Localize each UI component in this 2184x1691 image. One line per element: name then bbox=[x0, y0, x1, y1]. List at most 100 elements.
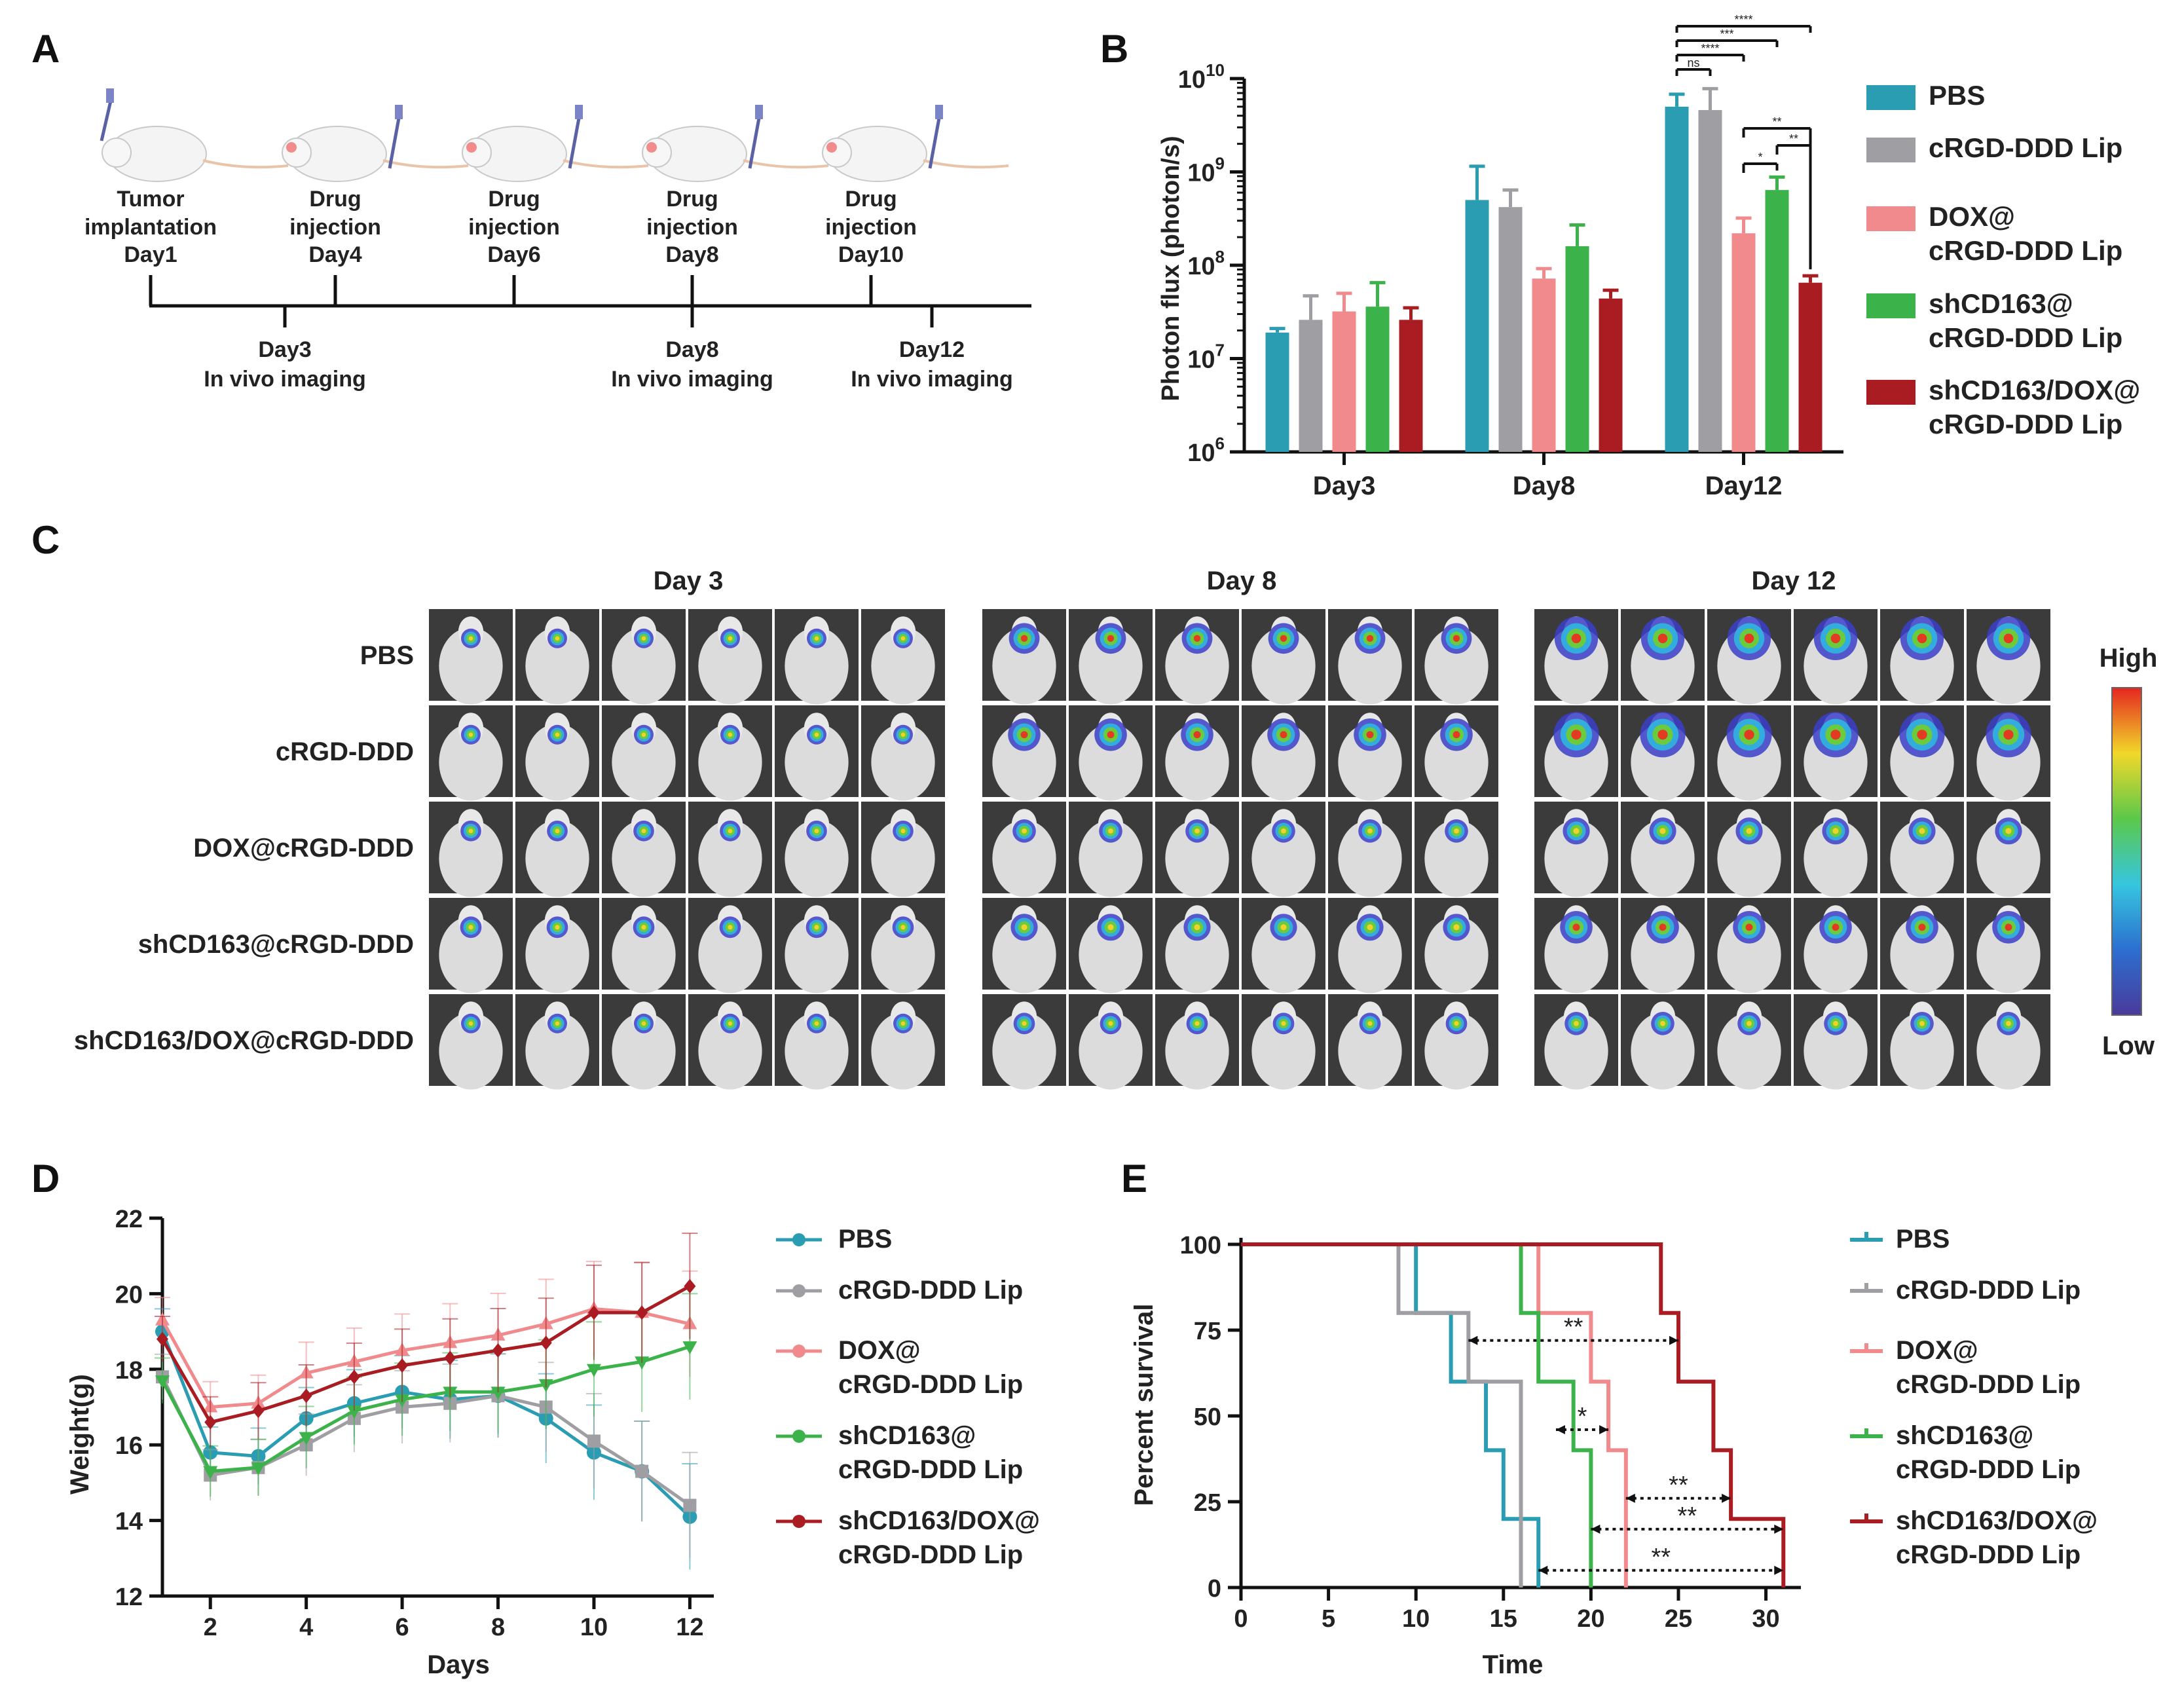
mouse-body bbox=[1544, 820, 1608, 897]
imaging-tile bbox=[429, 705, 513, 801]
x-tick-label: 8 bbox=[491, 1614, 505, 1641]
signal-core bbox=[641, 732, 646, 737]
imaging-tile bbox=[1794, 898, 1878, 994]
signal-core bbox=[1918, 923, 1926, 931]
imaging-tile bbox=[1880, 994, 1964, 1090]
imaging-tile bbox=[515, 994, 599, 1090]
bar bbox=[1465, 200, 1489, 452]
signal-core bbox=[555, 925, 560, 930]
imaging-tile bbox=[1069, 802, 1153, 897]
arrow-head bbox=[1591, 1524, 1601, 1534]
bar bbox=[1365, 307, 1390, 452]
imaging-tile bbox=[429, 994, 513, 1090]
legend-label: shCD163@ bbox=[1929, 288, 2073, 319]
x-axis-label: Days bbox=[427, 1650, 490, 1679]
mouse-body bbox=[439, 1013, 503, 1090]
bar bbox=[1665, 106, 1689, 452]
colorbar-high-label: High bbox=[2100, 644, 2158, 673]
mouse-body bbox=[1165, 820, 1229, 897]
legend: PBS cRGD-DDD Lip DOX@ cRGD-DDD Lip shCD163@ c… bbox=[776, 1225, 1040, 1569]
signal-core bbox=[1020, 635, 1028, 642]
imaging-tile bbox=[1328, 994, 1412, 1090]
x-tick-label: 20 bbox=[1577, 1605, 1604, 1633]
signal-core bbox=[1194, 1021, 1200, 1026]
imaging-tile bbox=[1155, 898, 1239, 994]
data-point bbox=[587, 1305, 600, 1320]
imaging-tile bbox=[1534, 705, 1618, 801]
legend-label: cRGD-DDD Lip bbox=[838, 1370, 1023, 1399]
signal-core bbox=[1107, 731, 1115, 739]
mouse-body bbox=[1424, 724, 1489, 801]
signal-core bbox=[1832, 923, 1840, 931]
imaging-tile bbox=[1242, 705, 1325, 801]
mouse-body bbox=[698, 916, 762, 994]
significance-label: * bbox=[1578, 1403, 1587, 1430]
legend-label: PBS bbox=[1929, 80, 1985, 111]
mouse-body bbox=[992, 724, 1056, 801]
mouse-body bbox=[992, 820, 1056, 897]
arrow-head bbox=[1774, 1565, 1784, 1575]
mouse-body bbox=[785, 724, 849, 801]
signal-core bbox=[1659, 923, 1667, 931]
bar bbox=[1565, 246, 1589, 452]
legend-swatch bbox=[1866, 138, 1916, 162]
y-tick-label: 20 bbox=[115, 1281, 143, 1309]
arrow-head bbox=[1468, 1335, 1478, 1345]
mouse-body bbox=[525, 627, 589, 705]
imaging-label: Day12 bbox=[899, 337, 965, 362]
mouse-body bbox=[1079, 916, 1143, 994]
imaging-tile bbox=[1328, 609, 1412, 705]
imaging-label: Day8 bbox=[665, 337, 718, 362]
x-tick-label: 10 bbox=[1402, 1605, 1430, 1633]
signal-core bbox=[1108, 1021, 1113, 1026]
mouse-body bbox=[871, 1013, 935, 1090]
signal-core bbox=[1744, 633, 1754, 644]
row-label: DOX@cRGD-DDD bbox=[193, 834, 414, 863]
imaging-tile bbox=[1707, 994, 1791, 1090]
imaging-tile bbox=[1155, 705, 1239, 801]
mouse-body bbox=[1717, 820, 1781, 897]
column-header: Day 12 bbox=[1752, 567, 1836, 595]
data-point bbox=[444, 1350, 456, 1366]
mouse-body bbox=[525, 916, 589, 994]
imaging-tile bbox=[1967, 609, 2050, 705]
colorbar-low-label: Low bbox=[2102, 1031, 2155, 1060]
mouse-body bbox=[785, 820, 849, 897]
signal-core bbox=[1833, 1020, 1838, 1026]
mouse-body bbox=[612, 820, 676, 897]
significance-label: ** bbox=[1669, 1472, 1688, 1499]
x-tick-label: 0 bbox=[1234, 1605, 1248, 1633]
event-label: Drug bbox=[488, 187, 540, 212]
x-tick-label: 12 bbox=[676, 1614, 703, 1641]
arrow-head bbox=[1722, 1493, 1731, 1503]
legend-label: cRGD-DDD Lip bbox=[1929, 132, 2122, 163]
legend-marker bbox=[792, 1345, 805, 1358]
event-label: injection bbox=[646, 215, 738, 240]
signal-core bbox=[814, 636, 819, 641]
signal-core bbox=[814, 1021, 819, 1026]
imaging-label: In vivo imaging bbox=[851, 367, 1012, 392]
y-tick-label: 18 bbox=[115, 1357, 143, 1384]
mouse-body bbox=[1717, 1013, 1781, 1090]
x-tick-label: Day3 bbox=[1313, 472, 1376, 500]
signal-core bbox=[1454, 828, 1459, 834]
x-tick-label: 30 bbox=[1752, 1605, 1779, 1633]
y-tick-label: 12 bbox=[115, 1584, 143, 1611]
event-label: injection bbox=[825, 215, 917, 240]
data-point bbox=[492, 1343, 504, 1358]
signal-core bbox=[1281, 1021, 1286, 1026]
x-tick-label: 25 bbox=[1665, 1605, 1692, 1633]
signal-core bbox=[1453, 924, 1460, 931]
signal-core bbox=[1280, 731, 1287, 739]
axes: 106 107 108 109 1010 Day3 Day8 Day12 bbox=[1178, 60, 1843, 500]
imaging-tile bbox=[861, 705, 945, 801]
signal-core bbox=[814, 828, 819, 834]
significance-label: ** bbox=[1772, 115, 1781, 128]
imaging-tile bbox=[861, 994, 945, 1090]
bar bbox=[1765, 190, 1789, 452]
imaging-tile bbox=[1794, 705, 1878, 801]
survival-curve bbox=[1241, 1242, 1523, 1588]
imaging-tile bbox=[515, 705, 599, 801]
significance-label: * bbox=[1758, 151, 1762, 164]
series-line bbox=[160, 1331, 692, 1518]
